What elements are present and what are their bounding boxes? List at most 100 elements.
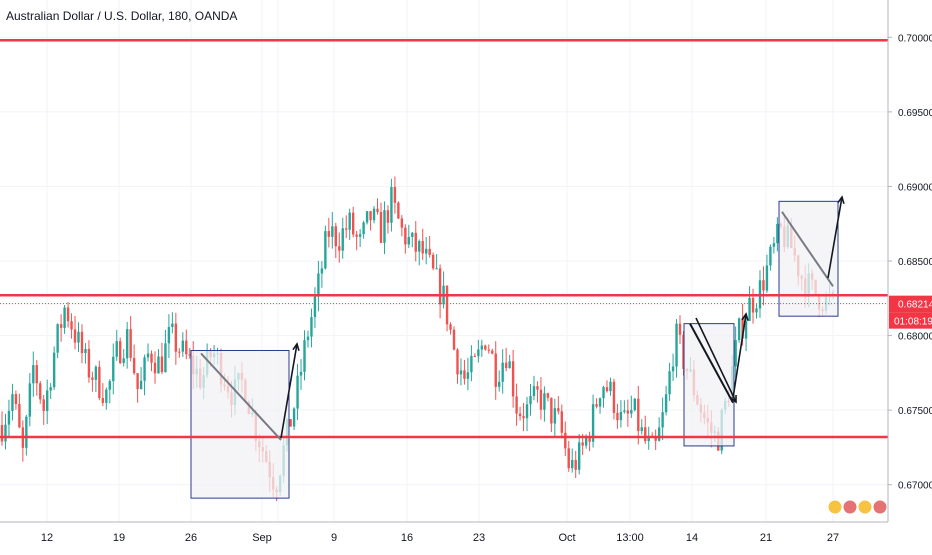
candle-body (122, 358, 125, 363)
candle-body (164, 343, 167, 373)
candle-body (365, 211, 369, 223)
candle-body (87, 348, 91, 378)
candle-body (459, 370, 463, 375)
candle-body (153, 362, 157, 374)
candle-body (428, 248, 431, 255)
last-price-label: 0.68214 (898, 300, 932, 311)
price-axis-label: 0.70000 (898, 33, 932, 44)
candle-body (310, 317, 313, 337)
candle-body (35, 365, 38, 384)
candle-body (560, 411, 563, 433)
candle-body (345, 228, 348, 230)
candle-body (438, 268, 442, 305)
candle-body (550, 397, 553, 424)
candle-body (484, 345, 487, 350)
candle-body (112, 356, 115, 382)
candle-body (644, 427, 647, 442)
candle-body (7, 410, 11, 425)
candle-body (633, 398, 637, 411)
event-flag-icon (842, 499, 858, 515)
candle-body (362, 222, 365, 235)
candle-body (431, 254, 435, 269)
candle-body (435, 268, 438, 270)
candle-body (619, 411, 623, 421)
price-axis-label: 0.67500 (898, 406, 932, 417)
candle-body (324, 231, 327, 269)
candle-body (630, 410, 633, 414)
candle-body (571, 460, 574, 469)
candle-body (327, 231, 331, 237)
candle-body (588, 436, 591, 442)
event-flag-icon (872, 499, 888, 515)
candle-body (734, 340, 737, 367)
candle-body (136, 373, 139, 390)
candle-body (139, 380, 143, 390)
candle-body (584, 436, 588, 446)
candle-body (564, 432, 567, 449)
candle-body (390, 187, 393, 223)
time-axis-label: 16 (401, 532, 413, 544)
candle-body (66, 307, 70, 322)
candle-body (602, 387, 605, 399)
candle-body (776, 223, 779, 244)
candle-body (529, 396, 532, 405)
trend-arrow (695, 317, 737, 403)
candle-body (49, 387, 52, 391)
candle-body (407, 236, 411, 245)
candle-body (160, 356, 164, 373)
event-flag-icon (827, 499, 843, 515)
candle-body (174, 323, 178, 352)
candle-body (372, 208, 376, 221)
candle-body (32, 365, 35, 384)
candle-body (98, 366, 101, 398)
candle-body (70, 321, 73, 330)
candle-body (463, 370, 466, 379)
time-axis-label: 26 (185, 532, 197, 544)
candle-body (80, 331, 84, 354)
economic-events-icons (827, 499, 888, 515)
last-price-tag (889, 295, 932, 313)
candle-body (491, 350, 494, 354)
candle-body (598, 398, 602, 407)
trend-arrow (280, 343, 298, 439)
candle-body (146, 353, 150, 358)
candle-body (445, 285, 449, 325)
candle-body (379, 212, 383, 243)
candle-body (14, 394, 18, 405)
candle-body (157, 356, 160, 374)
candle-body (414, 232, 417, 252)
candle-body (546, 393, 550, 398)
candle-body (386, 210, 390, 223)
candle-body (577, 442, 581, 470)
candle-body (477, 349, 480, 357)
candle-body (115, 341, 118, 357)
candle-body (63, 307, 66, 328)
candles-group (0, 176, 835, 502)
candle-body (317, 273, 320, 297)
candle-body (515, 396, 518, 414)
candle-body (11, 394, 14, 411)
candle-body (508, 361, 511, 369)
candle-body (397, 202, 400, 219)
candle-body (393, 187, 397, 203)
candle-body (94, 366, 98, 380)
candle-body (518, 413, 522, 417)
time-axis-label: 27 (827, 532, 839, 544)
candle-body (421, 241, 424, 254)
time-axis-label: 23 (473, 532, 485, 544)
candle-body (487, 349, 490, 351)
candle-body (56, 324, 59, 353)
candle-body (591, 404, 595, 442)
candle-body (751, 297, 755, 313)
candle-body (661, 412, 664, 428)
candle-body (574, 460, 577, 470)
annotation-box (683, 323, 735, 447)
candle-body (348, 212, 351, 230)
candle-body (331, 226, 334, 237)
chart-title: Australian Dollar / U.S. Dollar, 180, OA… (6, 9, 238, 23)
candle-body (536, 386, 539, 390)
candle-body (77, 331, 80, 343)
